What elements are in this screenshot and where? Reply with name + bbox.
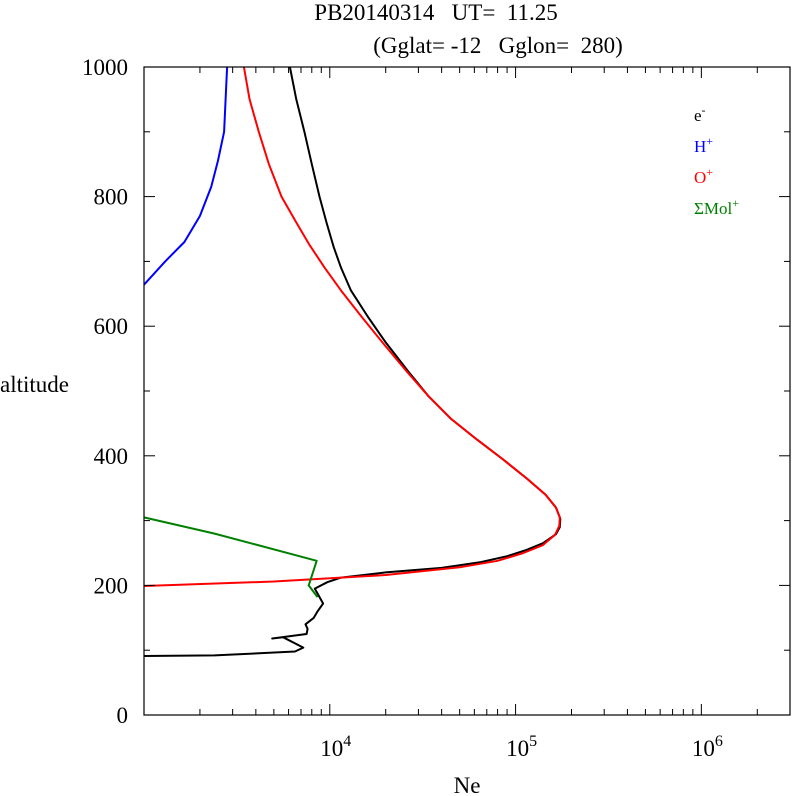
series-lines bbox=[143, 66, 562, 657]
series-line-1 bbox=[143, 66, 229, 286]
y-tick-label: 1000 bbox=[82, 55, 128, 80]
x-tick-label: 105 bbox=[506, 733, 537, 761]
legend-item-3: ΣMol+ bbox=[694, 196, 739, 218]
chart-title: PB20140314 UT= 11.25 bbox=[314, 0, 557, 25]
x-tick-label: 104 bbox=[320, 733, 351, 761]
chart-subtitle: (Gglat= -12 Gglon= 280) bbox=[373, 33, 623, 58]
plot-frame bbox=[143, 66, 791, 716]
y-tick-label: 800 bbox=[94, 185, 129, 210]
legend: e- H+ O+ ΣMol+ bbox=[694, 103, 739, 218]
y-tick-labels: 0 200 400 600 800 1000 bbox=[82, 55, 128, 728]
legend-item-2: O+ bbox=[694, 165, 713, 187]
series-line-0 bbox=[143, 66, 562, 657]
y-tick-label: 200 bbox=[94, 573, 129, 598]
axis-ticks bbox=[144, 66, 790, 716]
y-axis-label: altitude bbox=[0, 372, 69, 397]
legend-item-1: H+ bbox=[694, 134, 713, 156]
y-tick-label: 400 bbox=[94, 444, 129, 469]
series-line-3 bbox=[143, 516, 319, 598]
x-tick-label: 106 bbox=[692, 733, 723, 761]
y-tick-label: 600 bbox=[94, 314, 129, 339]
y-tick-label: 0 bbox=[117, 703, 129, 728]
x-tick-labels: 104 105 106 bbox=[320, 733, 723, 761]
legend-item-0: e- bbox=[694, 103, 706, 125]
x-axis-label: Ne bbox=[454, 773, 481, 796]
series-line-2 bbox=[143, 66, 561, 587]
